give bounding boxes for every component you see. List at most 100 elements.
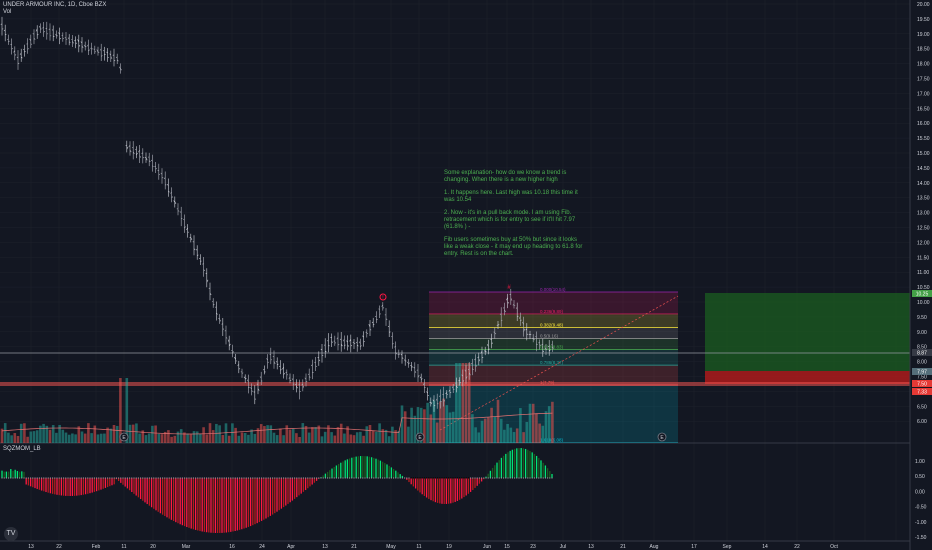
squeeze-dot [364,477,366,479]
earnings-event-1[interactable]: E [119,432,129,442]
squeeze-dot [397,477,399,479]
momentum-axis[interactable]: 1.000.500.00-0.50-1.00-1.50-2.00 [915,459,927,550]
time-axis[interactable]: 13 22 Feb 11 20 Mar 16 24 Apr 13 21 May 11 19 Jun 15 23 J… [28,544,838,550]
indicator-legend[interactable]: SQZMOM_LB [3,446,41,452]
price-bar-close [110,56,113,59]
price-bar-close [88,49,90,52]
price-bars [0,16,554,412]
squeeze-dot [164,477,166,479]
volume-bar [522,432,525,443]
earnings-event-2[interactable]: E [415,432,425,442]
price-bar-open [406,361,409,364]
squeeze-dot [509,477,511,479]
momentum-axis-label: 0.50 [915,474,925,480]
squeeze-dot [511,477,513,479]
long-position-stop-zone[interactable] [705,371,910,384]
squeeze-dot [294,477,296,479]
price-bar-open [432,399,435,402]
volume-bar [269,425,273,443]
volume-bar [87,423,90,443]
squeeze-dot [434,477,436,479]
volume-bar [154,425,157,443]
squeeze-dot [522,477,525,479]
squeeze-dot [58,477,60,479]
volume-bar [317,425,321,443]
tradingview-logo-icon[interactable]: TV [4,527,18,541]
volume-bar [263,426,266,443]
volume-bar [490,407,493,443]
squeeze-dot [401,477,403,479]
svg-text:E: E [122,435,126,441]
resistance-band[interactable] [0,382,910,386]
squeeze-dot [36,477,38,479]
price-bar-close [325,350,327,353]
price-bar-close [421,378,423,380]
squeeze-dot [25,477,27,479]
price-bar-close [315,365,317,368]
volume-bar [253,433,257,443]
price-axis-label: 11.50 [917,255,929,261]
price-bar-close [484,350,487,353]
volume-bar [103,433,106,443]
price-bar-open [237,364,239,366]
squeeze-dot [536,477,538,479]
time-axis-label: 13 [588,544,594,550]
long-position-profit-zone[interactable] [705,293,910,371]
time-axis-label: 21 [351,544,357,550]
drawn-circle-2[interactable]: # [507,285,511,291]
squeeze-dot [461,477,463,479]
time-axis-label: 16 [229,544,235,550]
earnings-event-3[interactable]: E [657,432,667,442]
price-bar-open [173,200,176,203]
volume-bar [109,428,113,443]
time-axis-label: 22 [56,544,62,550]
momentum-axis-label: -1.00 [915,520,927,526]
price-bar-open [23,49,25,51]
volume-bar [391,426,394,443]
volume-bar [61,429,65,443]
squeeze-dot [333,477,335,479]
price-bar-open [234,356,236,360]
momentum-axis-label: -1.50 [915,535,927,541]
fib-retracement[interactable]: 0.000(10.54) 0.236(9.89) 0.382(9.48) 0.5(9.… [429,287,678,443]
squeeze-dot [89,477,91,479]
price-bar-open [381,304,384,307]
squeeze-dot [151,477,153,479]
price-bar-open [483,350,486,352]
squeeze-dot [63,477,65,479]
price-bar-close [424,387,426,389]
squeeze-dot [93,477,95,479]
volume-bar [528,403,532,443]
volume-legend[interactable]: Vol [3,9,12,15]
volume-bar [179,429,183,443]
squeeze-dot [280,477,282,479]
price-bar-open [435,398,438,401]
volume-bar [439,401,442,443]
price-bar-open [320,348,323,351]
drawn-circle-1[interactable]: ! [379,293,387,301]
trend-line[interactable] [439,295,679,431]
squeeze-dot [175,477,177,479]
volume-bar [243,432,247,443]
volume-bar [544,411,548,443]
price-bar-open [19,53,22,55]
time-axis-label: 13 [28,544,34,550]
chart-title[interactable]: UNDER ARMOUR INC, 1D, Cboe BZX [3,2,107,8]
price-bar-close [75,42,78,45]
volume-bar [202,427,205,443]
squeeze-dot [60,477,63,479]
volume-bar [32,431,36,443]
price-axis-label: 20.00 [917,2,930,8]
price-axis[interactable]: 20.00 19.50 19.00 18.50 18.00 17.50 17.00 16.50… [917,2,930,425]
volume-bar [163,431,167,443]
price-bar-close [69,41,71,43]
annotation-note[interactable]: Some explanation- how do we know a trend… [444,170,586,264]
price-bar-open [3,29,6,32]
squeeze-dot [406,477,408,479]
volume-bar [48,429,52,443]
squeeze-dot [355,477,357,479]
squeeze-dot [82,477,84,479]
price-bar-open [266,358,268,360]
price-bar-close [244,377,247,380]
